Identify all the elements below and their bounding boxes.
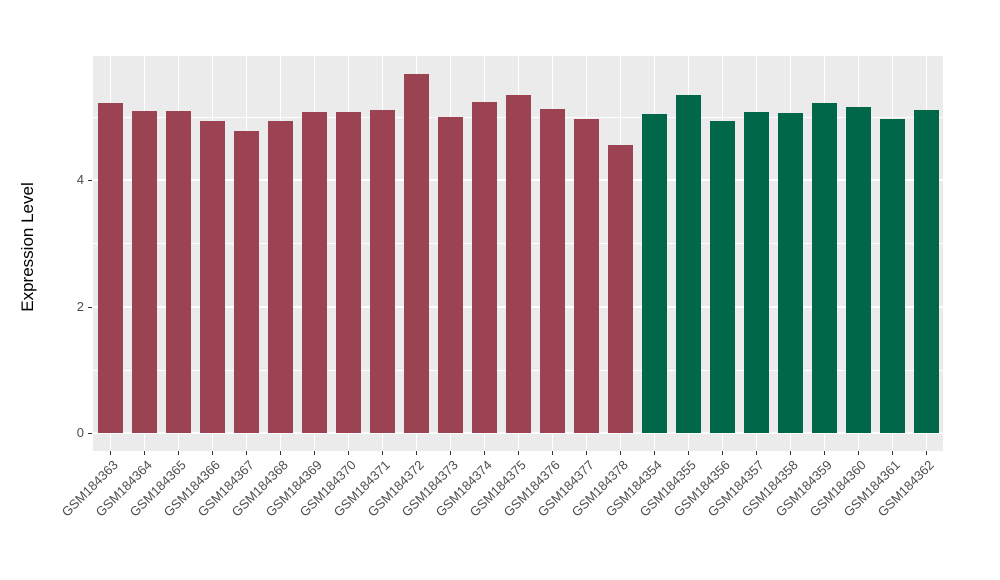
y-axis-title: Expression Level [18, 182, 37, 312]
x-tick-mark-GSM184365 [178, 451, 179, 455]
bar-GSM184365 [165, 111, 191, 433]
bar-GSM184357 [743, 111, 769, 433]
x-tick-mark-GSM184357 [756, 451, 757, 455]
bar-GSM184364 [131, 111, 157, 433]
bar-GSM184376 [539, 108, 565, 433]
bar-GSM184377 [573, 119, 599, 433]
bar-GSM184366 [199, 120, 225, 433]
bar-GSM184373 [437, 117, 463, 433]
bar-GSM184370 [335, 111, 361, 433]
x-tick-mark-GSM184368 [280, 451, 281, 455]
bar-GSM184371 [369, 109, 395, 433]
bar-GSM184356 [709, 120, 735, 433]
y-tick-label-2: 2 [76, 298, 84, 314]
bar-GSM184359 [811, 102, 837, 433]
bar-GSM184358 [777, 112, 803, 433]
bar-GSM184363 [97, 103, 123, 433]
bar-GSM184362 [913, 110, 939, 433]
x-tick-mark-GSM184364 [144, 451, 145, 455]
x-tick-mark-GSM184371 [382, 451, 383, 455]
y-tick-mark-2 [88, 306, 92, 308]
x-tick-mark-GSM184360 [858, 451, 859, 455]
bar-GSM184372 [403, 74, 429, 433]
bar-GSM184367 [233, 131, 259, 433]
x-tick-mark-GSM184358 [790, 451, 791, 455]
bar-GSM184375 [505, 94, 531, 433]
x-tick-mark-GSM184369 [314, 451, 315, 455]
x-tick-mark-GSM184363 [110, 451, 111, 455]
bar-GSM184368 [267, 121, 293, 433]
x-tick-mark-GSM184359 [824, 451, 825, 455]
y-tick-label-0: 0 [76, 425, 84, 440]
bar-GSM184369 [301, 111, 327, 433]
x-tick-mark-GSM184372 [416, 451, 417, 455]
x-tick-mark-GSM184375 [518, 451, 519, 455]
x-tick-mark-GSM184376 [552, 451, 553, 455]
x-tick-mark-GSM184367 [246, 451, 247, 455]
x-tick-mark-GSM184354 [654, 451, 655, 455]
y-tick-label-4: 4 [76, 172, 84, 187]
bar-GSM184355 [675, 94, 701, 433]
bar-GSM184354 [641, 114, 667, 433]
x-tick-mark-GSM184374 [484, 451, 485, 455]
x-tick-mark-GSM184361 [892, 451, 893, 455]
plot-panel [93, 56, 943, 451]
bar-GSM184361 [879, 118, 905, 433]
x-tick-mark-GSM184362 [926, 451, 927, 455]
y-tick-mark-4 [88, 180, 92, 181]
y-tick-mark-0 [88, 433, 92, 434]
x-tick-mark-GSM184370 [348, 451, 349, 455]
x-tick-mark-GSM184356 [722, 451, 723, 455]
x-tick-mark-GSM184355 [688, 451, 689, 455]
x-tick-mark-GSM184373 [450, 451, 451, 455]
bar-GSM184374 [471, 102, 497, 433]
x-tick-mark-GSM184366 [212, 451, 213, 455]
x-tick-mark-GSM184377 [586, 451, 587, 455]
x-tick-mark-GSM184378 [620, 451, 621, 455]
bar-GSM184360 [845, 107, 871, 433]
bar-GSM184378 [607, 144, 633, 433]
